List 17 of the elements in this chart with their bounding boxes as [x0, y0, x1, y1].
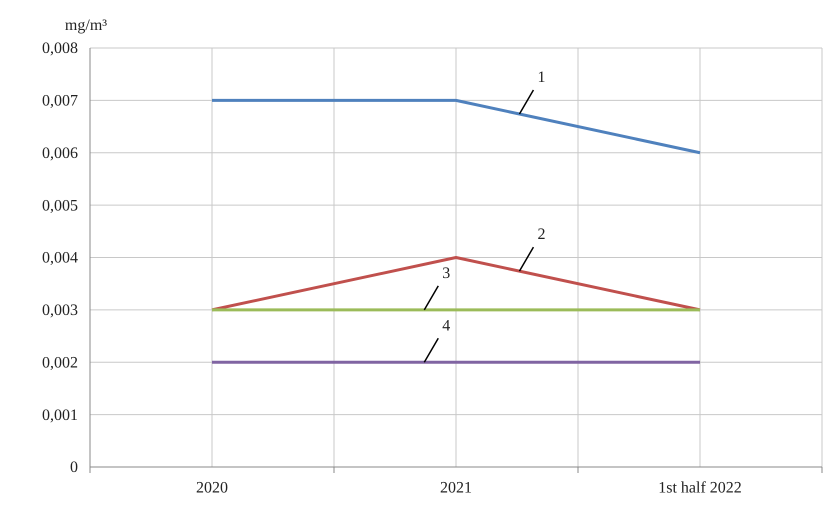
y-tick-label: 0,008 — [42, 40, 78, 58]
y-tick-label: 0,002 — [42, 354, 78, 372]
series-label: 3 — [442, 264, 450, 282]
series-label: 2 — [537, 226, 546, 244]
y-tick-label: 0,006 — [42, 144, 78, 162]
y-tick-label: 0,003 — [42, 302, 78, 319]
y-axis-title: mg/m³ — [64, 17, 108, 34]
x-tick-label: 2021 — [440, 479, 472, 496]
y-tick-label: 0,004 — [42, 250, 78, 267]
series-label: 1 — [537, 68, 546, 86]
y-tick-label: 0,005 — [42, 197, 78, 214]
y-tick-label: 0,001 — [42, 406, 78, 424]
series-label: 4 — [442, 317, 450, 334]
y-tick-label: 0 — [70, 459, 78, 476]
x-tick-label: 2020 — [196, 479, 228, 496]
x-tick-label: 1st half 2022 — [658, 479, 742, 496]
y-tick-label: 0,007 — [42, 92, 78, 110]
